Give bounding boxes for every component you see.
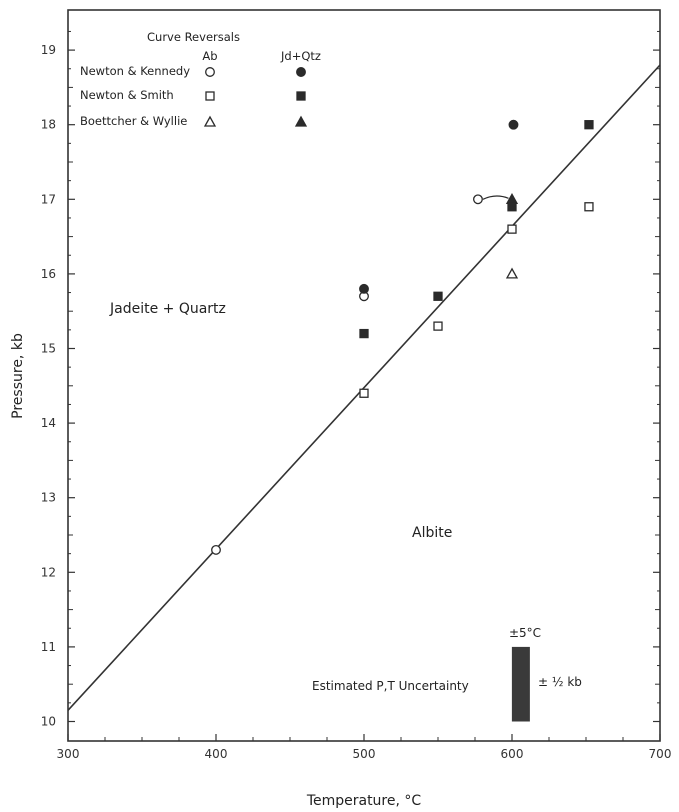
data-point bbox=[433, 321, 443, 331]
y-tick-label: 15 bbox=[41, 342, 56, 356]
region-label-jadeite-quartz: Jadeite + Quartz bbox=[109, 301, 226, 317]
equilibrium-curve bbox=[67, 64, 661, 711]
y-tick-label: 12 bbox=[41, 565, 56, 579]
legend-marker-jd bbox=[296, 91, 306, 101]
y-tick-label: 16 bbox=[41, 267, 56, 281]
uncertainty-pressure-label: ± ½ kb bbox=[538, 675, 582, 689]
line-layer bbox=[67, 64, 661, 711]
y-tick-label: 13 bbox=[41, 491, 56, 505]
data-point bbox=[505, 192, 519, 204]
data-point bbox=[473, 194, 483, 205]
y-axis-label: Pressure, kb bbox=[10, 333, 26, 419]
x-tick-label: 300 bbox=[57, 747, 80, 761]
plot-frame bbox=[67, 9, 661, 742]
data-point bbox=[359, 328, 369, 339]
reversal-arrow bbox=[482, 195, 509, 200]
x-tick-label: 700 bbox=[649, 747, 672, 761]
data-point bbox=[507, 224, 517, 234]
legend-marker-ab bbox=[205, 91, 215, 101]
ticks-layer: 300 400 500 600 700 10 11 12 13 14 15 16 17 18 19 bbox=[41, 30, 672, 761]
data-point bbox=[508, 119, 519, 130]
data-point bbox=[433, 291, 443, 301]
x-axis-label: Temperature, °C bbox=[306, 793, 422, 809]
y-tick-label: 14 bbox=[41, 416, 56, 430]
region-label-albite: Albite bbox=[412, 525, 452, 541]
uncertainty-layer bbox=[511, 646, 530, 722]
data-point bbox=[507, 202, 517, 212]
legend-entry-boettcher-wyllie: Boettcher & Wyllie bbox=[80, 114, 187, 128]
legend-col-jd: Jd+Qtz bbox=[280, 49, 321, 63]
data-point bbox=[359, 388, 369, 398]
legend-entry-newton-smith: Newton & Smith bbox=[80, 88, 174, 102]
legend-markers bbox=[203, 67, 308, 127]
y-tick-label: 18 bbox=[41, 118, 56, 132]
legend-marker-jd bbox=[294, 115, 308, 127]
x-tick-label: 400 bbox=[205, 747, 228, 761]
uncertainty-temp-label: ±5°C bbox=[509, 626, 541, 640]
uncertainty-bar bbox=[511, 646, 530, 722]
y-tick-label: 17 bbox=[41, 192, 56, 206]
legend-marker-ab bbox=[203, 115, 217, 127]
x-tick-label: 500 bbox=[353, 747, 376, 761]
y-tick-label: 10 bbox=[41, 715, 56, 729]
y-tick-label: 11 bbox=[41, 640, 56, 654]
uncertainty-label: Estimated P,T Uncertainty bbox=[312, 679, 469, 693]
legend-entry-newton-kennedy: Newton & Kennedy bbox=[80, 64, 190, 78]
legend: Curve Reversals Ab Jd+Qtz Newton & Kenne… bbox=[80, 30, 321, 128]
x-tick-label: 600 bbox=[501, 747, 524, 761]
data-point bbox=[584, 120, 594, 130]
legend-col-ab: Ab bbox=[202, 49, 217, 63]
data-point bbox=[359, 283, 369, 294]
legend-marker-jd bbox=[296, 67, 306, 77]
legend-marker-ab bbox=[205, 67, 215, 77]
data-point bbox=[505, 267, 519, 279]
data-point bbox=[584, 202, 594, 212]
data-point bbox=[211, 544, 221, 555]
points-layer bbox=[211, 119, 594, 555]
legend-title: Curve Reversals bbox=[147, 30, 240, 44]
y-tick-label: 19 bbox=[41, 43, 56, 57]
